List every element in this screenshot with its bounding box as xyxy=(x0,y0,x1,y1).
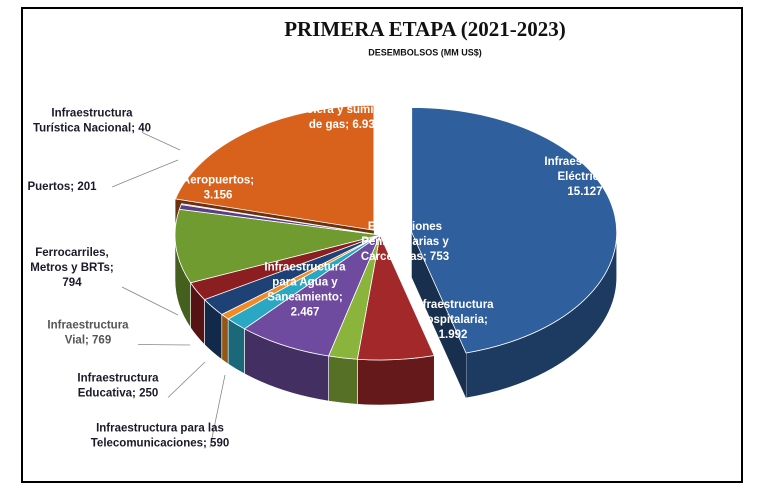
slice-label: de gas; 6.936 xyxy=(309,119,381,131)
slice-label: Telecomunicaciones; 590 xyxy=(91,438,229,450)
leader-line xyxy=(137,344,191,346)
slice-label: Turística Nacional; 40 xyxy=(33,123,151,135)
slice-label: Edificaciones xyxy=(368,221,442,233)
slice xyxy=(174,104,375,231)
slice-label: Aeropuertos; xyxy=(182,175,254,187)
slice-label: Puertos; 201 xyxy=(27,181,97,193)
pie-tops xyxy=(174,104,618,361)
slice-label: Infraestructura xyxy=(47,320,129,332)
slice-label: 15.127 xyxy=(567,186,602,198)
slice xyxy=(243,233,381,357)
slice-side xyxy=(357,355,435,406)
slice-label: 1.992 xyxy=(439,329,468,341)
slice-label: Eléctrica ; xyxy=(558,171,613,183)
slice-label: Educativa; 250 xyxy=(78,388,159,400)
slice-label: Ferrocarriles, xyxy=(35,247,109,259)
slice xyxy=(180,203,381,236)
slice-label: Hospitalaria; xyxy=(418,314,488,326)
slice-label: Vial; 769 xyxy=(65,335,111,347)
slice-label: Infraestructura xyxy=(412,299,494,311)
slice xyxy=(174,208,381,284)
slice xyxy=(411,107,618,354)
slice-label: 794 xyxy=(62,277,82,289)
slice-label: Saneamiento; xyxy=(267,292,342,304)
slice-label: Infraestructura xyxy=(304,89,386,101)
leader-line xyxy=(111,159,179,188)
slice-label: para Agua y xyxy=(272,277,338,289)
chart-subtitle: DESEMBOLSOS (MM US$) xyxy=(368,47,482,57)
slice-label: 3.156 xyxy=(204,190,233,202)
slice-label: Carcelarias; 753 xyxy=(361,251,449,263)
slice-label: Infraestructura xyxy=(544,156,626,168)
slice-label: 2.467 xyxy=(291,307,320,319)
leader-line xyxy=(141,132,181,151)
slice-label: Metros y BRTs; xyxy=(30,262,114,274)
slice-label: Penitenciarias y xyxy=(361,236,449,248)
leader-line xyxy=(209,374,226,448)
slice-label: Infraestructura xyxy=(77,373,159,385)
leader-line xyxy=(121,286,179,316)
chart-title: PRIMERA ETAPA (2021-2023) xyxy=(284,17,566,41)
leader-line xyxy=(167,361,206,398)
slice-side xyxy=(221,313,229,365)
slice-label: petrolera y suministro xyxy=(285,104,406,116)
slice-label: Infraestructura para las xyxy=(96,423,224,435)
slice-label: Infraestructura xyxy=(51,108,133,120)
labels: Infraestructura Eléctrica ; 15.127 Infraest… xyxy=(27,89,626,450)
slice-cut xyxy=(411,232,466,398)
slice-side xyxy=(328,355,358,405)
slice-label: Infraestructura xyxy=(264,262,346,274)
